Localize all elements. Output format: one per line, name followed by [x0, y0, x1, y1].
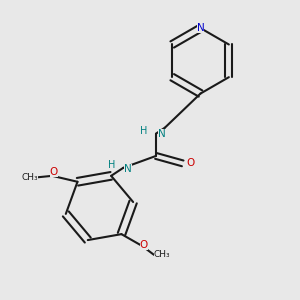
Text: CH₃: CH₃	[22, 173, 38, 182]
Text: H: H	[108, 160, 115, 170]
Text: CH₃: CH₃	[154, 250, 170, 260]
Text: O: O	[186, 158, 194, 168]
Text: O: O	[140, 239, 148, 250]
Text: N: N	[124, 164, 132, 174]
Text: H: H	[140, 126, 148, 136]
Text: N: N	[158, 129, 166, 139]
Text: N: N	[197, 23, 204, 33]
Text: O: O	[50, 167, 58, 177]
